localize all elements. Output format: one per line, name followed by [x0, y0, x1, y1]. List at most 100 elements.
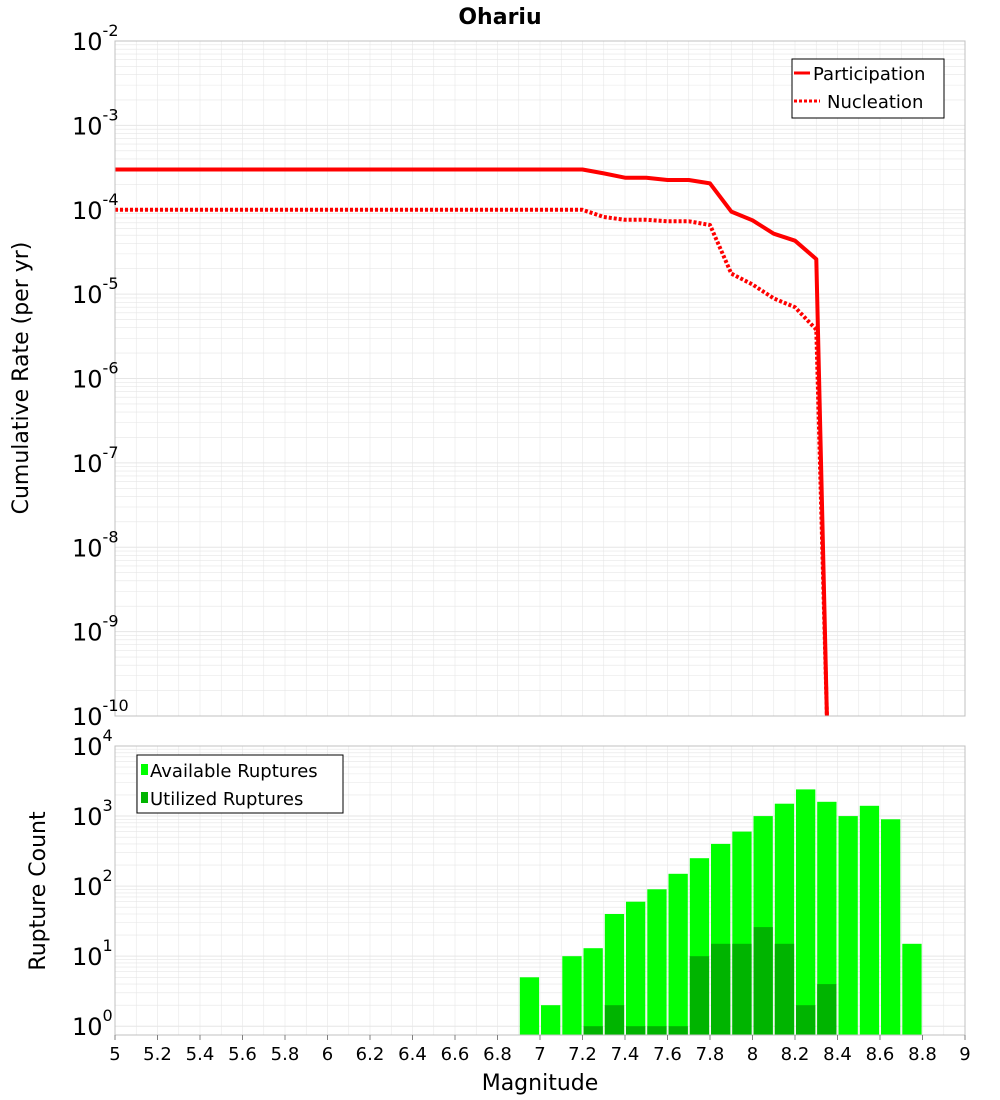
rupture-y-tick-label: 103 — [72, 796, 113, 831]
rupture-y-tick-exponent: 0 — [103, 1006, 113, 1025]
nucleation-line — [115, 207, 829, 717]
rate-y-tick-exponent: -4 — [103, 190, 119, 209]
rate-y-tick-exponent: -8 — [103, 527, 119, 546]
x-tick-label: 7.8 — [696, 1044, 725, 1065]
utilized-ruptures-bar — [604, 1005, 625, 1035]
available-legend-swatch — [141, 764, 148, 775]
x-tick-label: 5.8 — [271, 1044, 300, 1065]
rate-plot-series — [115, 167, 829, 717]
rupture-y-tick-exponent: 2 — [103, 866, 113, 885]
rate-y-tick-label: 10-6 — [72, 359, 119, 394]
available-legend-label: Available Ruptures — [150, 761, 318, 782]
participation-legend-label: Participation — [813, 64, 925, 85]
x-tick-label: 5.2 — [143, 1044, 172, 1065]
rate-plot-panel: 10-10 10-9 10-8 10-7 10-6 10-5 10-4 10-3 10-2 Cu… — [9, 21, 966, 731]
rate-y-tick-label: 10-7 — [72, 443, 119, 478]
rate-y-tick-label: 10-10 — [72, 696, 129, 731]
rate-plot-grid — [114, 41, 966, 717]
rate-plot-y-label: Cumulative Rate (per yr) — [9, 242, 34, 515]
rate-y-tick-label: 10-3 — [72, 105, 119, 140]
rupture-y-tick-label: 100 — [72, 1006, 113, 1041]
rupture-y-tick-exponent: 1 — [103, 936, 113, 955]
utilized-ruptures-bar — [647, 1026, 667, 1035]
utilized-ruptures-bar — [583, 1026, 603, 1035]
x-tick-label: 5.6 — [228, 1044, 257, 1065]
utilized-ruptures-bar — [732, 943, 752, 1035]
x-tick-label: 6.8 — [483, 1044, 512, 1065]
available-ruptures-bar — [859, 805, 880, 1035]
rate-plot-legend: Participation Nucleation — [791, 58, 945, 119]
rate-y-tick-label: 10-4 — [72, 190, 119, 225]
x-tick-label: 8.4 — [823, 1044, 852, 1065]
available-ruptures-bar — [541, 1005, 561, 1035]
x-tick-label: 8.8 — [908, 1044, 937, 1065]
rupture-plot-legend: Available Ruptures Utilized Ruptures — [136, 754, 344, 814]
x-tick-label: 6 — [322, 1044, 333, 1065]
rupture-plot-y-label: Rupture Count — [26, 811, 51, 971]
utilized-ruptures-bar — [774, 943, 795, 1035]
rupture-y-tick-exponent: 3 — [103, 796, 113, 815]
utilized-ruptures-bar — [626, 1026, 646, 1035]
x-tick-label: 8.6 — [866, 1044, 895, 1065]
utilized-legend-swatch — [141, 792, 148, 803]
available-ruptures-bar — [838, 816, 858, 1035]
rupture-y-tick-exponent: 4 — [103, 726, 113, 745]
x-tick-label: 5 — [109, 1044, 120, 1065]
utilized-legend-label: Utilized Ruptures — [150, 789, 303, 810]
rate-y-tick-exponent: -6 — [103, 359, 119, 378]
available-ruptures-bar — [583, 948, 603, 1035]
x-tick-label: 6.4 — [398, 1044, 427, 1065]
x-tick-label: 9 — [959, 1044, 970, 1065]
x-tick-label: 6.6 — [441, 1044, 470, 1065]
nucleation-legend-label: Nucleation — [827, 92, 923, 113]
rate-y-tick-exponent: -3 — [103, 105, 119, 124]
utilized-ruptures-bar — [817, 984, 837, 1035]
rate-plot-frame — [114, 40, 966, 717]
available-ruptures-bar — [881, 819, 901, 1035]
rate-y-tick-exponent: -10 — [103, 696, 129, 715]
rate-y-tick-exponent: -7 — [103, 443, 119, 462]
rate-y-tick-label: 10-8 — [72, 527, 119, 562]
available-ruptures-bar — [626, 901, 646, 1035]
rate-y-tick-label: 10-9 — [72, 612, 119, 647]
rupture-y-tick-label: 102 — [72, 866, 113, 901]
available-ruptures-bar — [902, 943, 922, 1035]
rupture-legend-box — [136, 754, 344, 814]
x-tick-label: 5.4 — [186, 1044, 215, 1065]
x-tick-label: 8.2 — [781, 1044, 810, 1065]
x-tick-label: 7 — [534, 1044, 545, 1065]
x-tick-label: 7.4 — [611, 1044, 640, 1065]
x-tick-label: 7.6 — [653, 1044, 682, 1065]
available-ruptures-bar — [647, 889, 667, 1035]
available-ruptures-bar — [796, 789, 816, 1035]
utilized-ruptures-bar — [753, 927, 773, 1035]
available-ruptures-bar — [519, 977, 540, 1035]
available-ruptures-bar — [604, 914, 625, 1035]
rate-y-tick-exponent: -5 — [103, 274, 119, 293]
rupture-y-tick-label: 104 — [72, 726, 113, 761]
rate-legend-box — [791, 58, 945, 119]
rupture-y-tick-label: 101 — [72, 936, 113, 971]
x-tick-label: 6.2 — [356, 1044, 385, 1065]
x-tick-label: 8 — [747, 1044, 758, 1065]
participation-line — [115, 167, 829, 717]
rupture-plot-bars — [519, 789, 922, 1035]
utilized-ruptures-bar — [711, 943, 731, 1035]
rate-y-tick-exponent: -9 — [103, 612, 119, 631]
rate-y-tick-label: 10-5 — [72, 274, 119, 309]
chart-title: Ohariu — [458, 5, 541, 30]
utilized-ruptures-bar — [689, 956, 710, 1035]
utilized-ruptures-bar — [796, 1005, 816, 1035]
available-ruptures-bar — [562, 956, 582, 1035]
rupture-plot-x-ticks: 5 5.2 5.4 5.6 5.8 6 6.2 6.4 6.6 6.8 7 7.2 7.4 7.6 7.8 8… — [109, 1035, 971, 1065]
rate-y-tick-label: 10-2 — [72, 21, 119, 56]
available-ruptures-bar — [668, 873, 688, 1035]
available-ruptures-bar — [817, 801, 837, 1035]
x-axis-label: Magnitude — [482, 1071, 599, 1096]
utilized-ruptures-bar — [668, 1026, 688, 1035]
x-tick-label: 7.2 — [568, 1044, 597, 1065]
rate-y-tick-exponent: -2 — [103, 21, 119, 40]
